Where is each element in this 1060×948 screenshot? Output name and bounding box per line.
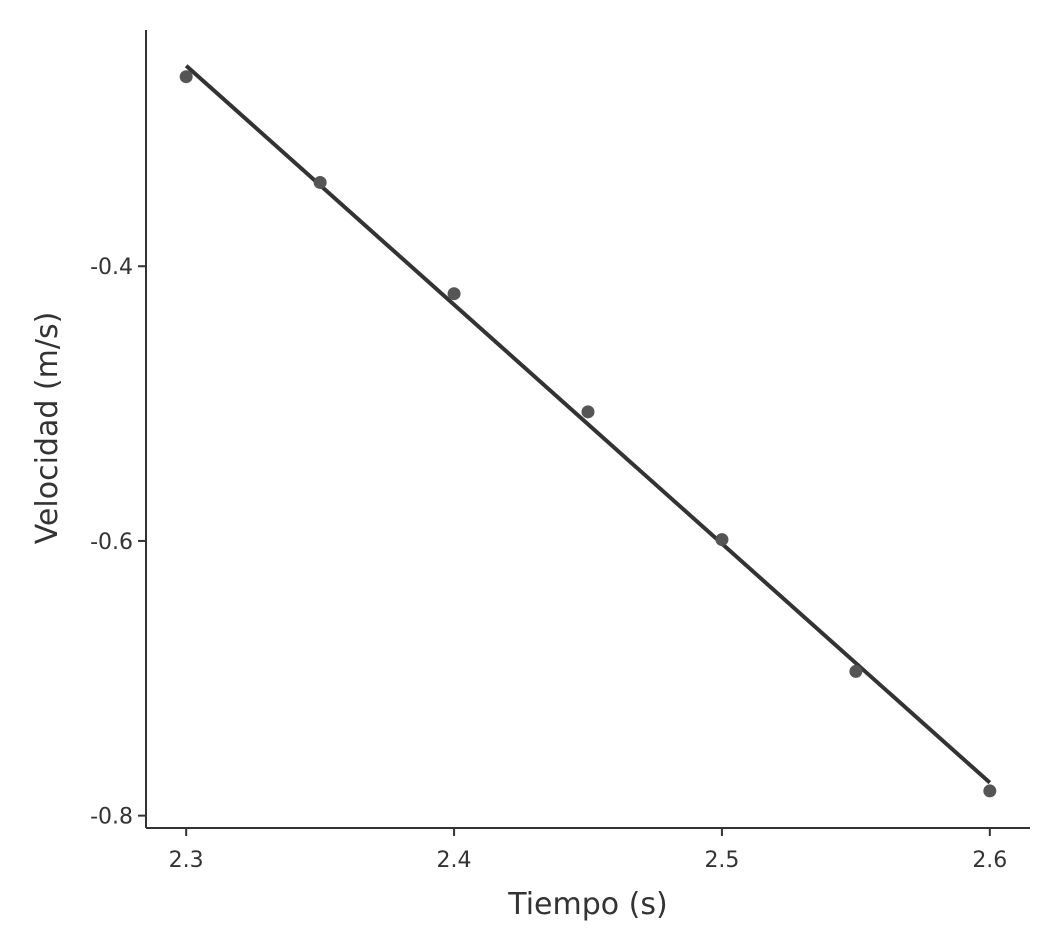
data-point [179, 70, 193, 84]
x-tick-label: 2.5 [704, 848, 739, 873]
data-point [983, 784, 997, 798]
x-tick-label: 2.6 [972, 848, 1007, 873]
axes [145, 30, 1030, 829]
data-point [849, 664, 863, 678]
y-ticks: -0.4 -0.6 -0.8 [90, 255, 146, 830]
data-point [447, 287, 461, 301]
y-axis-title: Velocidad (m/s) [30, 312, 65, 545]
x-tick-label: 2.4 [437, 848, 472, 873]
y-tick-label: -0.8 [90, 805, 133, 830]
data-point [715, 533, 729, 547]
y-tick-label: -0.6 [90, 530, 133, 555]
x-tick-label: 2.3 [169, 848, 204, 873]
x-ticks: 2.3 2.4 2.5 2.6 [169, 828, 1007, 873]
y-tick-label: -0.4 [90, 255, 133, 280]
regression-line [184, 64, 992, 785]
fit-line-group [184, 64, 992, 785]
data-point [313, 175, 327, 189]
data-points [179, 70, 997, 798]
data-point [581, 405, 595, 419]
x-axis-title: Tiempo (s) [507, 887, 667, 922]
